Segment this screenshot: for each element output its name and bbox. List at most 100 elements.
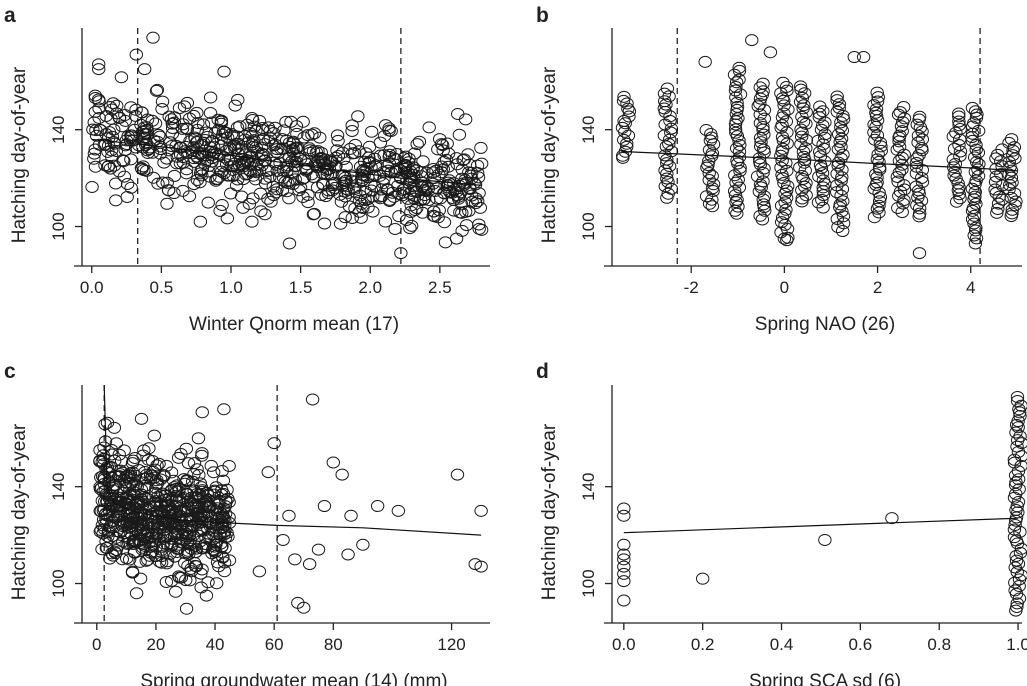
data-point — [303, 146, 317, 159]
data-point — [247, 120, 262, 133]
data-point — [779, 115, 794, 128]
data-point — [109, 194, 123, 207]
data-point — [282, 237, 297, 250]
data-point — [215, 465, 229, 478]
data-point — [211, 518, 225, 531]
data-point — [345, 125, 359, 138]
data-point — [205, 135, 220, 148]
data-point — [474, 504, 488, 517]
data-point — [224, 187, 238, 200]
data-point — [196, 118, 211, 131]
data-point — [314, 146, 328, 159]
data-point — [797, 87, 812, 100]
data-point — [617, 114, 631, 127]
data-point — [705, 200, 720, 213]
x-tick-label: 0.4 — [770, 635, 794, 654]
data-point — [207, 544, 221, 557]
data-point — [1006, 149, 1020, 162]
data-point — [699, 123, 713, 136]
data-point — [115, 535, 130, 548]
data-point — [891, 175, 905, 188]
data-point — [228, 99, 242, 112]
data-point — [994, 155, 1008, 168]
data-point — [97, 138, 111, 151]
data-point — [150, 474, 164, 487]
data-point — [314, 151, 328, 164]
data-point — [914, 194, 929, 207]
fit-line — [621, 150, 1018, 172]
data-point — [189, 542, 204, 555]
data-point — [870, 95, 885, 108]
data-point — [871, 148, 885, 161]
data-point — [727, 185, 742, 198]
data-point — [799, 134, 814, 147]
data-point — [756, 77, 770, 90]
data-point — [616, 94, 631, 107]
data-point — [776, 76, 790, 89]
data-point — [212, 170, 226, 183]
data-point — [170, 157, 184, 170]
data-point — [380, 160, 395, 173]
data-point — [794, 138, 808, 151]
data-point — [286, 137, 301, 150]
data-point — [169, 482, 183, 495]
data-point — [194, 567, 208, 580]
data-point — [297, 131, 311, 144]
data-point — [149, 84, 164, 97]
data-point — [472, 218, 486, 231]
data-point — [134, 106, 149, 119]
data-point — [192, 147, 207, 160]
data-point — [355, 168, 369, 181]
data-point — [396, 183, 410, 196]
data-point — [107, 545, 122, 558]
data-point — [161, 144, 176, 157]
data-point — [282, 509, 296, 522]
data-point — [364, 125, 379, 138]
data-point — [181, 544, 195, 557]
x-tick-label: 1.0 — [1006, 635, 1027, 654]
data-point — [258, 177, 273, 190]
data-point — [169, 490, 183, 503]
data-point — [217, 403, 231, 416]
data-point — [617, 502, 631, 515]
data-point — [965, 101, 980, 114]
data-point — [780, 84, 794, 97]
data-point — [92, 63, 106, 76]
data-point — [698, 55, 712, 68]
data-point — [702, 167, 716, 180]
data-point — [307, 207, 322, 220]
data-point — [124, 153, 138, 166]
data-point — [745, 34, 759, 47]
data-point — [190, 463, 204, 476]
data-point — [263, 124, 277, 137]
data-point — [729, 80, 743, 93]
y-tick-label: 100 — [49, 569, 68, 597]
data-point — [267, 437, 281, 450]
data-point — [426, 209, 440, 222]
data-point — [385, 186, 400, 199]
data-point — [197, 541, 212, 554]
data-point — [730, 193, 744, 206]
data-point — [751, 100, 765, 113]
data-point — [452, 128, 467, 141]
data-point — [187, 109, 201, 122]
data-point — [231, 93, 245, 106]
data-point — [415, 180, 429, 193]
data-point — [153, 522, 167, 535]
scatter-points — [615, 34, 1023, 260]
data-point — [217, 502, 231, 515]
data-point — [195, 149, 210, 162]
data-point — [416, 193, 431, 206]
data-point — [1011, 415, 1025, 428]
data-point — [261, 192, 275, 205]
data-point — [122, 468, 136, 481]
data-point — [164, 574, 179, 587]
data-point — [617, 509, 631, 522]
data-point — [910, 199, 924, 212]
data-point — [179, 163, 194, 176]
data-point — [390, 147, 404, 160]
data-point — [197, 157, 212, 170]
data-point — [319, 190, 333, 203]
data-point — [912, 187, 926, 200]
